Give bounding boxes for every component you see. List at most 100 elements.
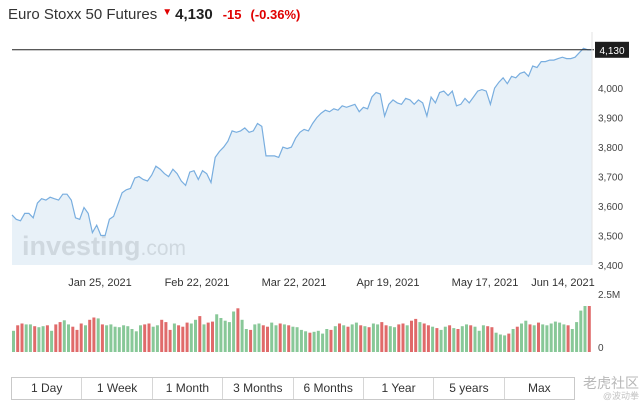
timeframe-tabs: 1 Day 1 Week 1 Month 3 Months 6 Months 1… [11,377,575,400]
volume-bar [278,323,282,352]
volume-bar [240,319,244,352]
volume-bar [359,325,363,352]
volume-bar [206,322,210,352]
volume-bar [511,329,515,352]
tab-max[interactable]: Max [527,381,551,395]
tab-3-months[interactable]: 3 Months [223,378,294,399]
volume-bar [520,323,523,352]
volume-bar [452,328,456,352]
volume-bar [160,319,164,352]
x-tick-label: Jan 25, 2021 [68,277,132,289]
volume-bar [24,324,28,352]
volume-bar [198,316,202,352]
volume-bar [117,327,121,352]
volume-bar [202,324,206,352]
volume-bar [384,325,388,352]
volume-bar [96,318,100,352]
volume-bar [12,330,15,352]
volume-bar [291,326,295,352]
volume-bar [236,308,240,352]
volume-max-label: 2.5M [598,290,620,301]
tab-6-months[interactable]: 6 Months [294,378,364,399]
volume-bar [371,323,375,352]
volume-bar [232,311,236,352]
y-tick-label: 3,900 [598,114,623,125]
instrument-header: Euro Stoxx 50 Futures ▼ 4,130 -15 (-0.36… [8,6,300,28]
x-tick-label: Apr 19, 2021 [357,277,420,289]
volume-bar [151,326,155,352]
volume-bar [139,325,142,352]
instrument-title: Euro Stoxx 50 Futures [8,6,158,23]
volume-bar [37,327,41,352]
volume-bar [325,329,329,352]
volume-bar [299,329,303,352]
volume-bar [54,324,58,352]
price-chart[interactable]: investing.com 4,130 4,0003,9003,8003,700… [0,0,643,372]
volume-bar [469,325,473,352]
volume-bar [130,329,134,352]
volume-bar [177,325,181,352]
volume-bar [109,324,113,352]
volume-bar [28,324,32,352]
volume-bar [558,322,562,352]
volume-bar [515,326,519,352]
last-price-label: 4,130 [599,46,624,57]
volume-bar [223,320,227,352]
volume-bar [460,326,464,352]
tab-1-week[interactable]: 1 Week [82,378,153,399]
volume-bar [143,324,147,352]
volume-zero-label: 0 [598,343,604,354]
volume-bar [134,331,138,352]
volume-bar [350,324,354,352]
volume-bar [477,330,481,352]
volume-bar [304,331,308,352]
volume-bar [75,329,79,352]
last-price-tag [595,41,629,58]
y-tick-label: 3,400 [598,261,623,272]
down-arrow-icon: ▼ [162,7,173,18]
x-axis: Jan 25, 2021 Feb 22, 2021 Mar 22, 2021 Apr … [68,277,595,289]
y-tick-label: 4,000 [598,84,623,95]
volume-bar [253,324,257,352]
volume-bar [346,326,350,352]
volume-bar [367,327,371,352]
volume-bar [410,320,413,352]
x-tick-label: May 17, 2021 [452,277,519,289]
volume-bar [587,306,591,352]
volume-bars [12,306,591,352]
volume-bar [333,326,337,352]
volume-bar [524,320,528,352]
volume-bar [227,322,231,352]
price-change: -15 [222,7,242,22]
volume-bar [270,322,274,352]
tab-1-year[interactable]: 1 Year [364,378,435,399]
volume-bar [287,325,291,352]
price-area-layer [11,47,592,265]
volume-bar [583,306,587,352]
volume-bar [490,327,494,352]
volume-bar [50,330,54,352]
volume-bar [439,329,443,352]
volume-bar [316,330,320,352]
last-price: 4,130 [175,6,213,23]
volume-bar [566,325,570,352]
tab-5-years[interactable]: 5 years [434,378,505,399]
volume-bar [443,326,447,352]
volume-bar [295,327,299,352]
volume-bar [308,332,312,352]
last-price-layer: 4,130 [12,41,629,58]
volume-bar [33,326,37,352]
volume-bar [215,314,219,352]
volume-bar [376,324,380,352]
x-tick-label: Jun 14, 2021 [531,277,595,289]
volume-bar [172,323,176,352]
price-line [11,47,592,237]
volume-bar [45,325,49,352]
volume-bar [71,326,75,352]
volume-bar [456,329,460,352]
volume-bar [393,327,396,352]
volume-bar [498,334,502,352]
volume-bar [579,310,583,352]
tab-1-month[interactable]: 1 Month [153,378,224,399]
tab-1-day[interactable]: 1 Day [12,378,83,399]
